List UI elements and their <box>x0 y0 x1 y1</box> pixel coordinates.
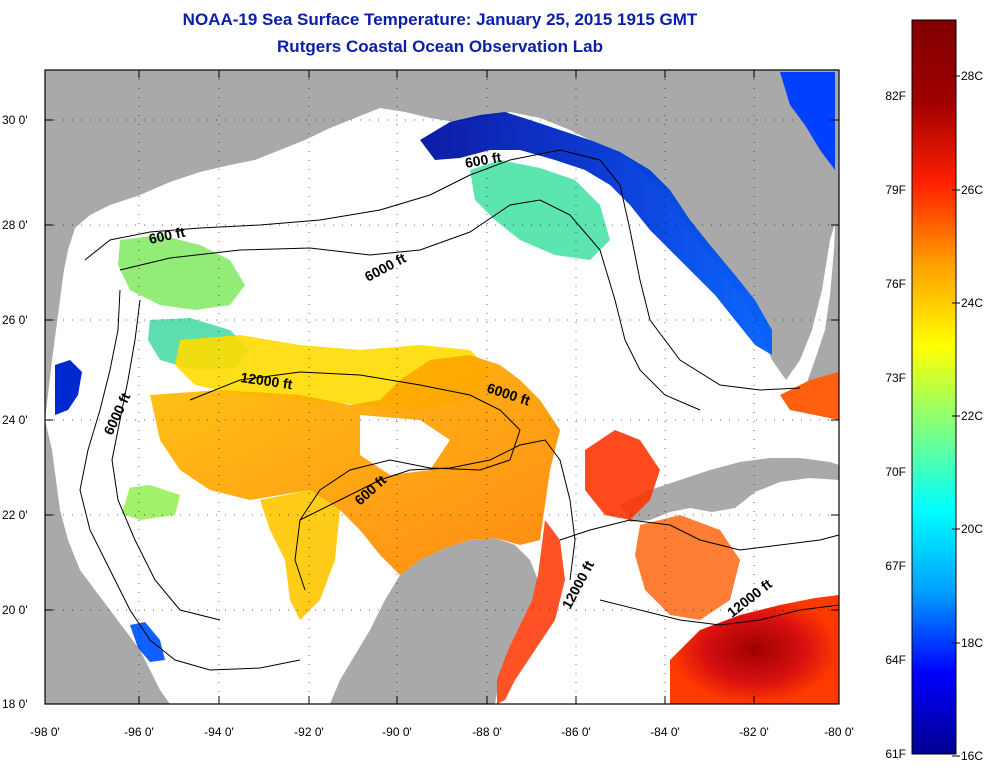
yellow-water-south <box>260 490 340 620</box>
colorbar-scale <box>911 19 957 755</box>
map-subtitle: Rutgers Coastal Ocean Observation Lab <box>277 37 603 56</box>
longitude-tick-label: -98 0' <box>30 725 60 739</box>
land-cuba <box>620 458 839 522</box>
latitude-tick-label: 28 0' <box>2 218 28 232</box>
longitude-tick-label: -80 0' <box>824 725 854 739</box>
latitude-tick-label: 24 0' <box>2 413 28 427</box>
colorbar-celsius-label: 22C <box>961 409 983 423</box>
contour-12000ft <box>189 371 521 591</box>
latitude-tick-label: 22 0' <box>2 508 28 522</box>
latitude-tick-label: 18 0' <box>2 697 28 711</box>
latitude-tick-label: 30 0' <box>2 113 28 127</box>
colorbar-celsius-label: 18C <box>961 636 983 650</box>
longitude-tick-label: -92 0' <box>294 725 324 739</box>
axis-ticks: 30 0' 28 0' 26 0' 24 0' 22 0' 20 0' 18 0'-98 0… <box>2 70 854 739</box>
colorbar-celsius-label: 26C <box>961 183 983 197</box>
colorbar-fahrenheit-label: 70F <box>885 465 906 479</box>
contour-caribbean-south <box>599 599 839 626</box>
colorbar-fahrenheit-label: 82F <box>885 89 906 103</box>
orange-water-loop-current <box>150 355 560 575</box>
longitude-tick-label: -82 0' <box>739 725 769 739</box>
plot-frame <box>44 69 840 705</box>
red-water-yucatan-channel <box>497 520 565 704</box>
longitude-tick-label: -86 0' <box>561 725 591 739</box>
contour-label: 12000 ft <box>240 369 294 392</box>
cloud-patch-3 <box>62 430 135 530</box>
land-mexico-west <box>45 420 170 704</box>
colorbar-celsius-label: 20C <box>961 522 983 536</box>
contour-6000ft-west <box>111 299 221 621</box>
latitude-tick-label: 20 0' <box>2 603 28 617</box>
contour-label: 600 ft <box>147 224 186 247</box>
longitude-tick-label: -90 0' <box>382 725 412 739</box>
colorbar-fahrenheit-label: 67F <box>885 559 906 573</box>
longitude-tick-label: -96 0' <box>124 725 154 739</box>
colorbar-celsius-label: 24C <box>961 296 983 310</box>
orange-water-florida-straits <box>780 372 839 420</box>
cold-water-campeche <box>130 622 165 662</box>
latitude-tick-label: 26 0' <box>2 313 28 327</box>
contour-label: 600 ft <box>464 149 503 171</box>
cold-water-north-shelf <box>420 112 772 355</box>
warm-water-caribbean-se <box>670 595 839 704</box>
cold-water-florida-bay <box>780 72 835 170</box>
colorbar-fahrenheit-label: 73F <box>885 371 906 385</box>
cold-water-texas <box>55 360 82 415</box>
red-water-caribbean <box>585 430 660 520</box>
longitude-tick-label: -94 0' <box>204 725 234 739</box>
green-water-west <box>118 235 245 310</box>
contour-12000ft-caribbean <box>559 519 839 551</box>
longitude-tick-label: -84 0' <box>650 725 680 739</box>
colorbar-fahrenheit-label: 79F <box>885 183 906 197</box>
colorbar-fahrenheit-label: 64F <box>885 653 906 667</box>
longitude-tick-label: -88 0' <box>472 725 502 739</box>
cloud-patch-1 <box>360 415 450 475</box>
bathymetry-contours <box>79 149 839 671</box>
colorbar-celsius-label: 16C <box>961 749 983 763</box>
contour-600ft-north <box>84 149 801 391</box>
contour-600ft-south <box>299 439 576 581</box>
colorbar-fahrenheit-label: 61F <box>885 747 906 761</box>
contour-6000ft-north <box>119 199 701 411</box>
contour-west-shelf <box>79 289 301 671</box>
orange-water-east <box>635 515 740 620</box>
map-title: NOAA-19 Sea Surface Temperature: January… <box>182 10 698 29</box>
land-yucatan <box>330 538 538 704</box>
land-north-america <box>45 70 839 420</box>
colorbar-fahrenheit-label: 76F <box>885 277 906 291</box>
colorbar-celsius-label: 28C <box>961 69 983 83</box>
teal-water-north <box>470 160 610 260</box>
